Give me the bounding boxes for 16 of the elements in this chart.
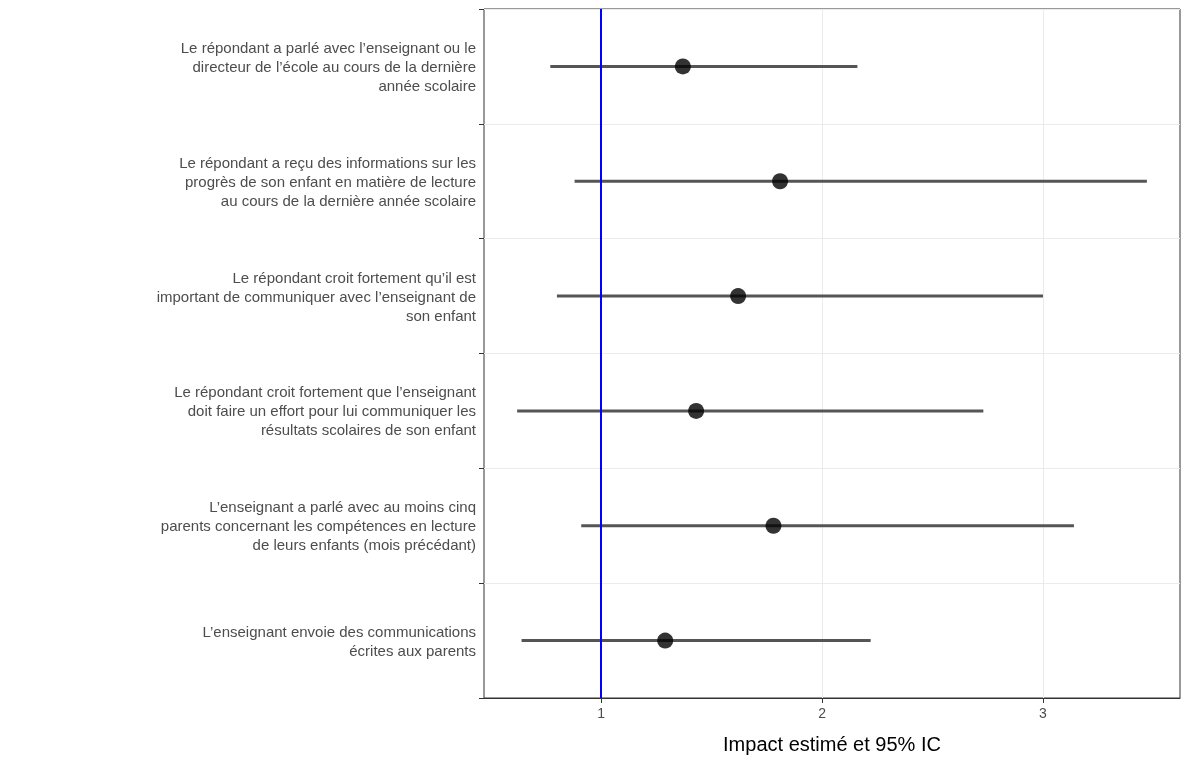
point xyxy=(772,173,789,190)
point xyxy=(688,402,705,419)
point xyxy=(674,58,691,75)
y-tick-label: Le répondant croit fortement que l’enseignant doit faire un effort pour lui communiquer les résultats scolaires de son enfant xyxy=(174,383,477,439)
y-tick-label: Le répondant a parlé avec l’enseignant ou le directeur de l’école au cours de la dernière année scolaire xyxy=(180,38,476,94)
point xyxy=(657,632,674,649)
x-axis-title: Impact estimé et 95% IC xyxy=(723,733,941,755)
x-tick-label: 1 xyxy=(597,705,606,721)
x-tick-label: 2 xyxy=(818,705,827,721)
y-tick-label: Le répondant a reçu des informations sur les progrès de son enfant en matière de lecture au cours de la dernière année scolaire xyxy=(179,153,476,209)
y-tick-label: Le répondant croit fortement qu’il est important de communiquer avec l’enseignant de son enfant xyxy=(156,268,477,324)
point xyxy=(730,288,747,305)
y-tick-label: L’enseignant a parlé avec au moins cinq parents concernant les compétences en lecture de leurs enfants (mois précédant) xyxy=(160,498,476,554)
x-tick-label: 3 xyxy=(1039,705,1048,721)
point xyxy=(765,517,782,534)
y-tick-label: L’enseignant envoie des communications écrites aux parents xyxy=(202,622,476,659)
